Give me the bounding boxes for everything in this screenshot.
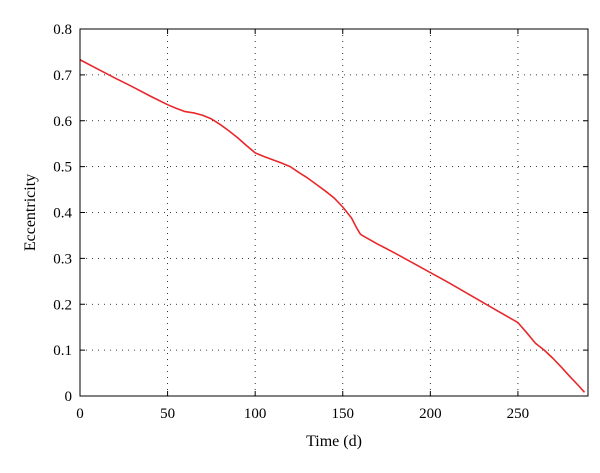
- y-tick-label-4: 0.4: [53, 206, 72, 222]
- series-layer: [79, 59, 586, 393]
- x-tick-label-5: 250: [507, 406, 530, 422]
- series-line-0: [79, 59, 586, 393]
- y-tick-labels: 0 0.1 0.2 0.3 0.4 0.5 0.6 0.7 0.8: [53, 22, 72, 405]
- y-tick-label-6: 0.6: [53, 114, 72, 130]
- x-tick-label-4: 200: [419, 406, 442, 422]
- plot-frame: [79, 28, 589, 397]
- x-tick-label-0: 0: [76, 406, 84, 422]
- y-tick-label-1: 0.1: [53, 343, 72, 359]
- y-tick-label-8: 0.8: [53, 22, 72, 38]
- y-tick-label-2: 0.2: [53, 297, 72, 313]
- plot-background: [80, 29, 588, 396]
- y-tick-label-5: 0.5: [53, 160, 72, 176]
- x-tick-label-1: 50: [160, 406, 175, 422]
- y-tick-label-3: 0.3: [53, 251, 72, 267]
- tick-marks: [79, 28, 588, 397]
- x-axis-label: Time (d): [306, 433, 362, 450]
- y-tick-label-7: 0.7: [53, 68, 72, 84]
- x-tick-labels: 0 50 100 150 200 250: [76, 406, 529, 422]
- y-axis-label: Eccentricity: [22, 174, 39, 251]
- grid: [80, 29, 588, 396]
- x-tick-label-2: 100: [244, 406, 267, 422]
- x-tick-label-3: 150: [332, 406, 355, 422]
- y-tick-label-0: 0: [65, 389, 73, 405]
